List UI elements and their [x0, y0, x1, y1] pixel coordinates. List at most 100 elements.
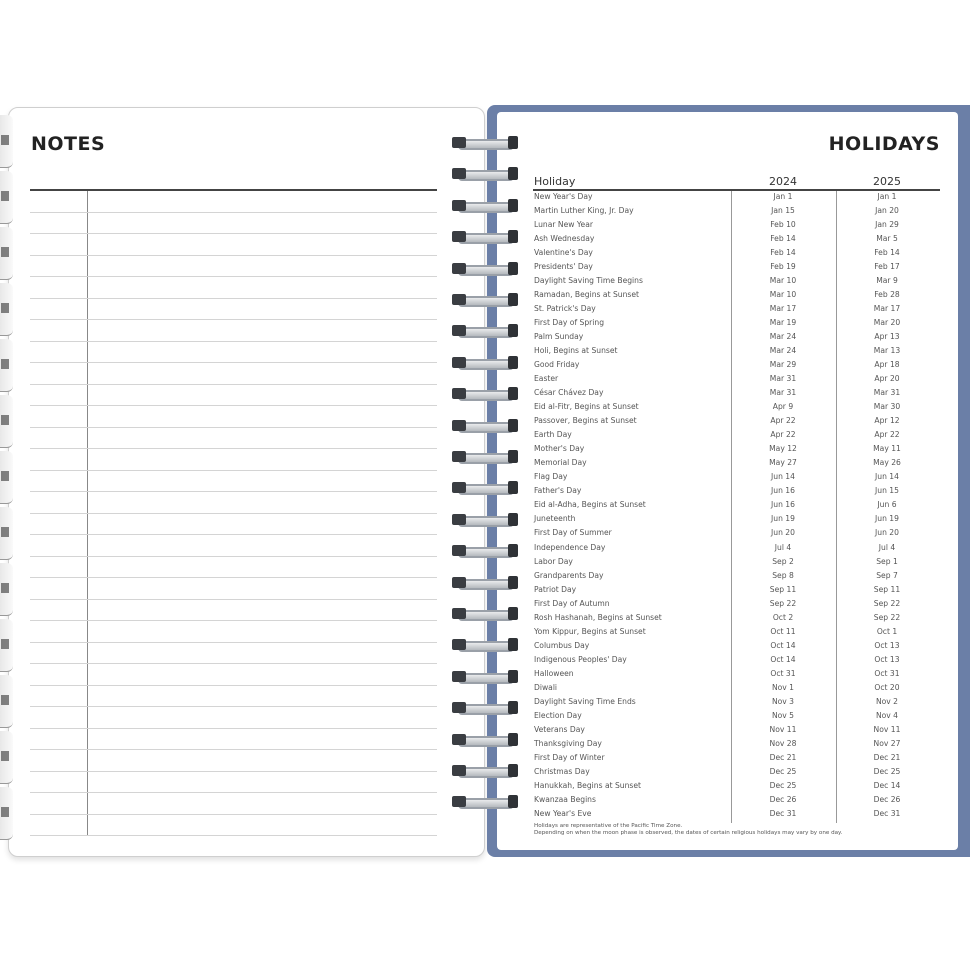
date-2025: Dec 26 [873, 794, 901, 804]
notes-line [30, 319, 437, 320]
notes-line [30, 534, 437, 535]
table-row: Good Friday Mar 29 Apr 18 [534, 358, 940, 372]
spiral-ring [452, 261, 518, 276]
month-tab[interactable] [0, 171, 13, 224]
month-tab[interactable] [0, 731, 13, 784]
date-2024: Oct 14 [770, 640, 796, 650]
date-2025: Jul 4 [878, 542, 896, 552]
spiral-ring [452, 387, 518, 402]
holiday-name: Palm Sunday [534, 332, 584, 342]
date-2024: Nov 28 [769, 738, 797, 748]
month-tab[interactable] [0, 619, 13, 672]
date-2025: Apr 22 [874, 430, 900, 440]
date-2025: Mar 5 [876, 234, 898, 244]
holiday-name: Columbus Day [534, 640, 590, 650]
spiral-ring [452, 198, 518, 213]
holiday-name: Earth Day [534, 430, 572, 440]
table-row: Daylight Saving Time Begins Mar 10 Mar 9 [534, 274, 940, 288]
holiday-name: Holi, Begins at Sunset [534, 346, 618, 356]
holiday-name: Ash Wednesday [534, 234, 595, 244]
holiday-name: Ramadan, Begins at Sunset [534, 290, 640, 300]
table-row: Easter Mar 31 Apr 20 [534, 372, 940, 386]
table-row: First Day of Winter Dec 21 Dec 21 [534, 751, 940, 765]
month-tab[interactable] [0, 395, 13, 448]
date-2025: Apr 12 [874, 416, 900, 426]
holiday-name: Daylight Saving Time Ends [534, 696, 636, 706]
table-row: Flag Day Jun 14 Jun 14 [534, 470, 940, 484]
month-tab[interactable] [0, 115, 13, 168]
spiral-ring [452, 544, 518, 559]
notes-line [30, 491, 437, 492]
date-2024: Feb 14 [770, 234, 796, 244]
date-2025: Mar 9 [876, 276, 898, 286]
date-2024: Mar 29 [769, 360, 797, 370]
notes-line [30, 383, 437, 385]
table-row: Indigenous Peoples' Day Oct 14 Oct 13 [534, 653, 940, 667]
month-tab[interactable] [0, 283, 13, 336]
holiday-name: Martin Luther King, Jr. Day [534, 206, 634, 216]
date-2024: Oct 14 [770, 654, 796, 664]
date-2024: Apr 22 [770, 430, 796, 440]
date-2025: Jun 20 [875, 528, 899, 538]
date-2024: Mar 31 [769, 374, 797, 384]
spiral-ring [452, 450, 518, 464]
holidays-title: HOLIDAYS [828, 133, 940, 155]
table-row: Hanukkah, Begins at Sunset Dec 25 Dec 14 [534, 779, 940, 793]
date-2025: Feb 17 [874, 262, 900, 272]
date-2025: Sep 22 [873, 598, 901, 608]
notes-line [30, 254, 437, 256]
date-2024: Nov 1 [771, 682, 795, 692]
date-2025: Apr 13 [874, 332, 900, 342]
holiday-name: Daylight Saving Time Begins [534, 276, 643, 286]
month-tab[interactable] [0, 787, 13, 840]
date-2025: May 26 [873, 458, 901, 468]
date-2025: Feb 14 [874, 248, 900, 258]
date-2024: Nov 3 [771, 696, 795, 706]
holiday-name: César Chávez Day [534, 388, 604, 398]
holiday-name: Labor Day [534, 556, 573, 566]
month-tab[interactable] [0, 227, 13, 280]
holiday-name: Juneteenth [534, 514, 576, 524]
notes-title: NOTES [31, 133, 106, 155]
spiral-ring [452, 732, 518, 747]
date-2024: May 27 [769, 458, 797, 468]
table-row: Independence Day Jul 4 Jul 4 [534, 541, 940, 555]
table-row: Columbus Day Oct 14 Oct 13 [534, 639, 940, 653]
month-tab[interactable] [0, 507, 13, 560]
date-2024: Nov 5 [771, 710, 795, 720]
holiday-name: Indigenous Peoples' Day [534, 654, 627, 664]
table-row: Diwali Nov 1 Oct 20 [534, 681, 940, 695]
month-tab[interactable] [0, 339, 13, 392]
date-2025: Sep 1 [876, 556, 898, 566]
holiday-name: Eid al-Fitr, Begins at Sunset [534, 402, 639, 412]
table-row: César Chávez Day Mar 31 Mar 31 [534, 386, 940, 400]
notes-page [8, 107, 485, 857]
date-2025: Mar 20 [873, 318, 901, 328]
holiday-name: St. Patrick's Day [534, 304, 596, 314]
notes-line [30, 684, 437, 686]
holiday-name: Valentine's Day [534, 248, 593, 258]
date-2024: Oct 2 [772, 612, 794, 622]
date-2024: Jun 16 [771, 500, 795, 510]
notes-line [30, 598, 437, 600]
date-2024: Mar 10 [769, 290, 797, 300]
month-tab[interactable] [0, 675, 13, 728]
holiday-name: New Year's Eve [534, 808, 592, 818]
notes-line [30, 813, 437, 815]
holiday-name: Lunar New Year [534, 220, 593, 230]
month-tab[interactable] [0, 563, 13, 616]
holiday-name: Flag Day [534, 472, 568, 482]
notes-line [30, 297, 437, 299]
notes-line [30, 362, 437, 363]
notes-line [30, 512, 437, 514]
date-2024: Feb 19 [770, 262, 796, 272]
spiral-ring [452, 167, 518, 182]
table-row: Martin Luther King, Jr. Day Jan 15 Jan 20 [534, 204, 940, 218]
footnote: Depending on when the moon phase is obse… [534, 830, 843, 836]
date-2025: Mar 30 [873, 402, 901, 412]
month-tab[interactable] [0, 451, 13, 504]
notes-line [30, 340, 437, 342]
table-row: Presidents' Day Feb 19 Feb 17 [534, 260, 940, 274]
date-2024: May 12 [769, 444, 797, 454]
holiday-name: First Day of Winter [534, 752, 605, 762]
